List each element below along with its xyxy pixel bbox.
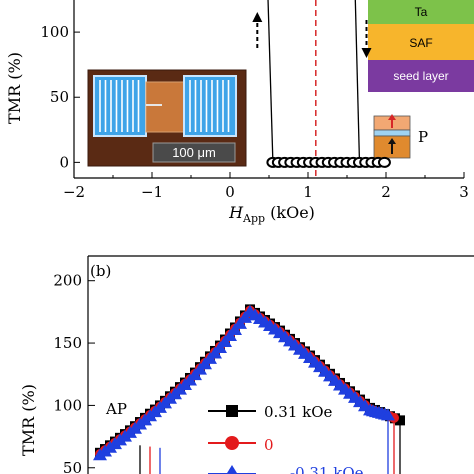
y-tick-label: 150 <box>53 334 82 352</box>
x-tick-label: −1 <box>141 183 163 201</box>
x-tick-label: 3 <box>459 183 469 201</box>
legend-label-2: -0.31 kOe <box>290 464 364 474</box>
data-point <box>233 316 247 329</box>
panel-b-y-label: TMR (%) <box>19 384 38 456</box>
scale-bar-label: 100 μm <box>172 145 216 160</box>
x-tick-label: 2 <box>381 183 391 201</box>
legend-label-0: 0.31 kOe <box>264 403 333 421</box>
legend-label-1: 0 <box>264 436 274 454</box>
layer-seed-label: seed layer <box>393 69 448 83</box>
layer-stack: Ta SAF seed layer <box>368 0 474 92</box>
panel-b: TMR (%) 50 100 150 200 (b) AP 0.31 kOe 0 -0… <box>19 255 474 474</box>
data-point <box>395 415 405 426</box>
switching-line <box>354 0 361 163</box>
panel-a-plot-area: −2 −1 0 1 2 3 0 50 100 <box>40 0 469 201</box>
arrow-up-head <box>252 12 263 22</box>
x-label-sub: App <box>242 212 265 225</box>
x-tick-label: 1 <box>303 183 313 201</box>
y-tick-label: 50 <box>50 88 69 106</box>
legend: 0.31 kOe 0 -0.31 kOe <box>208 403 364 474</box>
data-point <box>213 341 227 354</box>
panel-b-label: (b) <box>90 262 111 280</box>
layer-ta-label: Ta <box>415 5 428 19</box>
x-tick-label: 0 <box>225 183 235 201</box>
data-point <box>223 328 237 341</box>
legend-item-2: -0.31 kOe <box>208 464 364 474</box>
y-tick-label: 100 <box>40 23 69 41</box>
x-label-unit: (kOe) <box>265 203 315 222</box>
inset-micrograph: 100 μm <box>87 69 247 167</box>
data-point <box>218 335 232 348</box>
panel-a-y-label: TMR (%) <box>5 52 24 124</box>
panel-b-y-axis-title: TMR (%) <box>19 384 38 456</box>
legend-item-1: 0 <box>208 436 274 454</box>
switching-line <box>267 0 274 163</box>
parallel-state-label: P <box>418 128 428 146</box>
panel-b-plot-area: 50 100 150 200 <box>53 255 474 474</box>
panel-a-y-axis-title: TMR (%) <box>5 52 24 124</box>
data-point <box>377 156 391 168</box>
y-tick-label: 50 <box>63 459 82 474</box>
x-tick-label: −2 <box>63 183 85 201</box>
legend-item-0: 0.31 kOe <box>208 403 333 421</box>
series-line <box>99 308 401 454</box>
parallel-state-icon: P <box>373 114 428 159</box>
panel-a: TMR (%) 100 μm Ta SAF seed layer <box>5 0 474 225</box>
data-point <box>228 322 242 335</box>
y-tick-label: 100 <box>53 396 82 414</box>
ap-annotation: AP <box>105 400 127 418</box>
arrow-down-head <box>361 48 372 58</box>
y-tick-label: 0 <box>59 153 69 171</box>
y-tick-label: 200 <box>53 272 82 290</box>
panel-a-x-axis-title: HApp (kOe) <box>228 203 315 225</box>
layer-saf-label: SAF <box>409 36 432 50</box>
data-point <box>381 408 395 421</box>
x-label-main: H <box>228 203 244 222</box>
